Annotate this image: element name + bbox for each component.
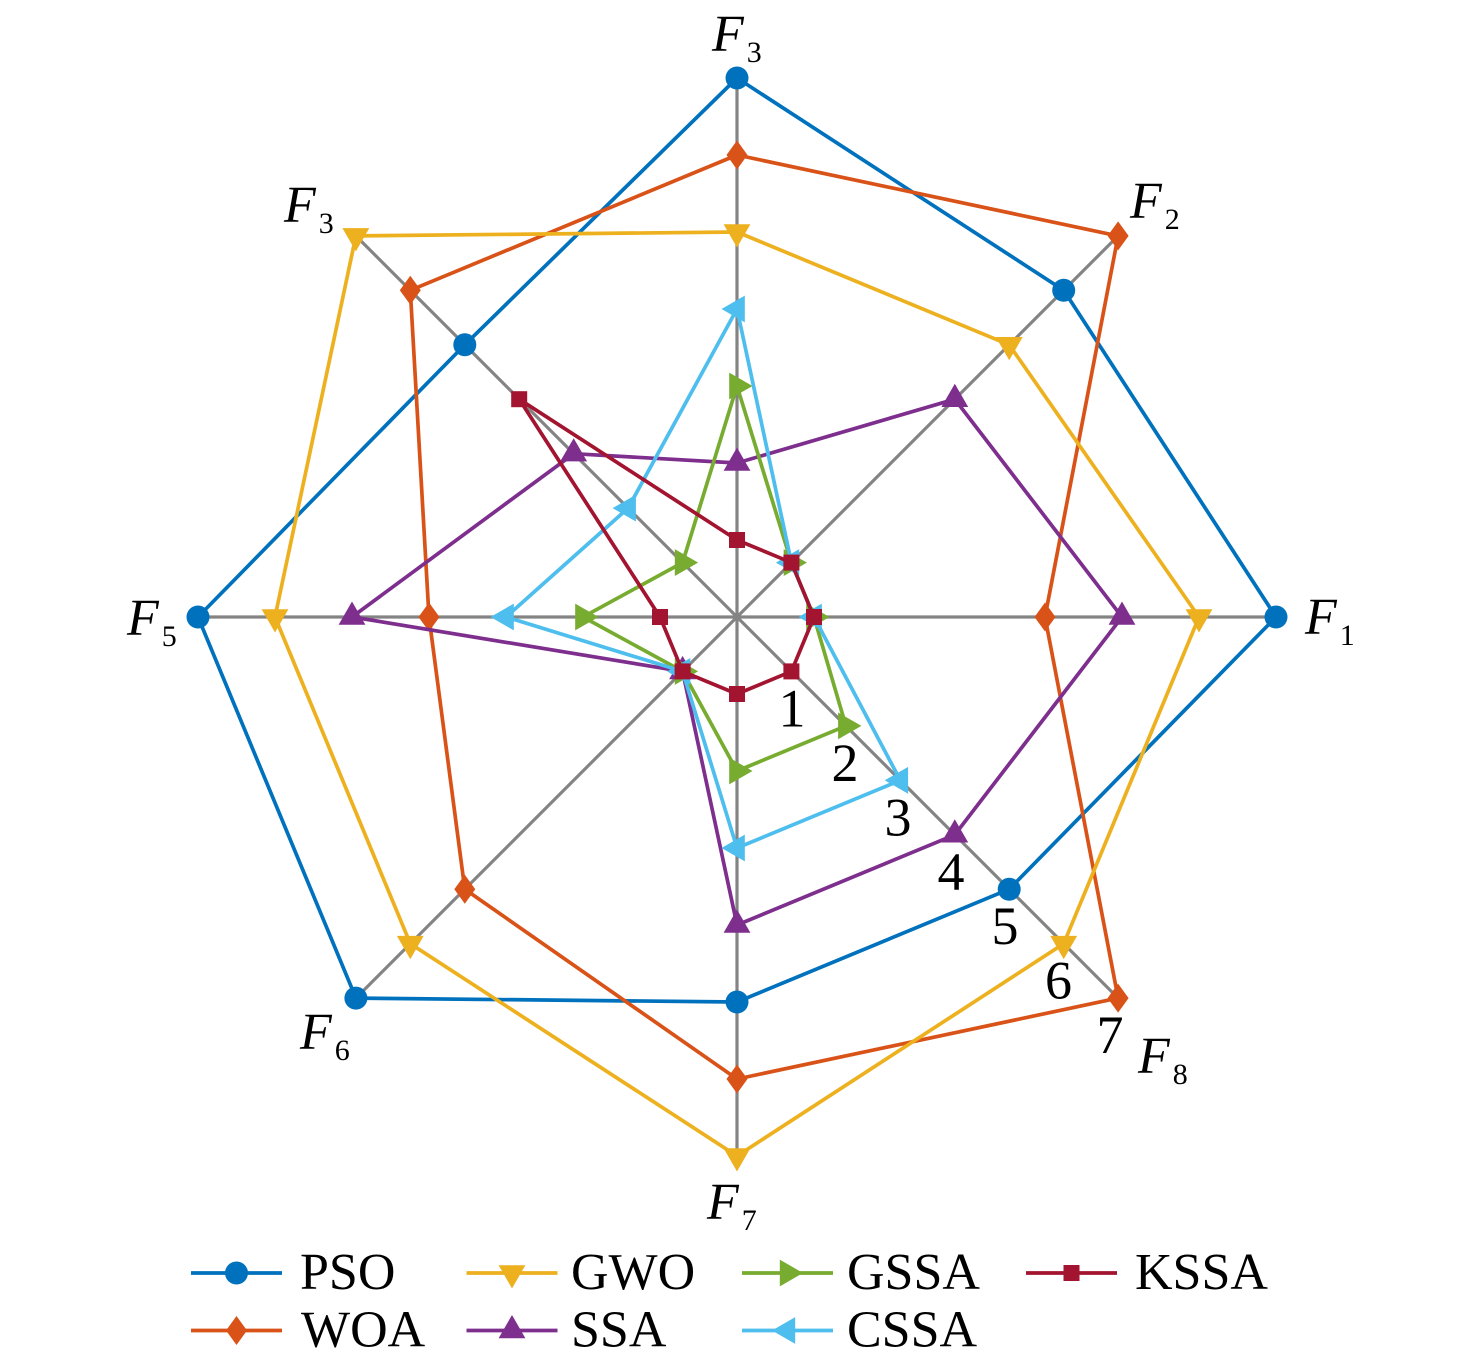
svg-text:F3: F3	[711, 6, 762, 69]
svg-text:4: 4	[938, 842, 965, 902]
svg-text:SSA: SSA	[571, 1302, 667, 1359]
svg-text:F7: F7	[706, 1174, 757, 1237]
svg-text:F6: F6	[299, 1004, 350, 1067]
svg-text:2: 2	[832, 733, 859, 793]
svg-text:KSSA: KSSA	[1135, 1244, 1268, 1301]
svg-text:F8: F8	[1137, 1028, 1188, 1091]
svg-text:3: 3	[885, 787, 912, 847]
svg-text:GSSA: GSSA	[847, 1244, 980, 1301]
svg-text:F2: F2	[1129, 173, 1180, 236]
svg-text:F5: F5	[126, 590, 177, 653]
svg-text:PSO: PSO	[300, 1244, 395, 1301]
svg-text:F1: F1	[1304, 589, 1355, 652]
svg-text:5: 5	[992, 896, 1019, 956]
svg-text:WOA: WOA	[301, 1302, 426, 1359]
svg-text:GWO: GWO	[571, 1244, 695, 1301]
svg-text:6: 6	[1045, 951, 1072, 1011]
svg-text:1: 1	[779, 678, 806, 738]
svg-text:F3: F3	[283, 177, 334, 240]
svg-text:CSSA: CSSA	[847, 1302, 978, 1359]
svg-text:7: 7	[1097, 1005, 1124, 1065]
